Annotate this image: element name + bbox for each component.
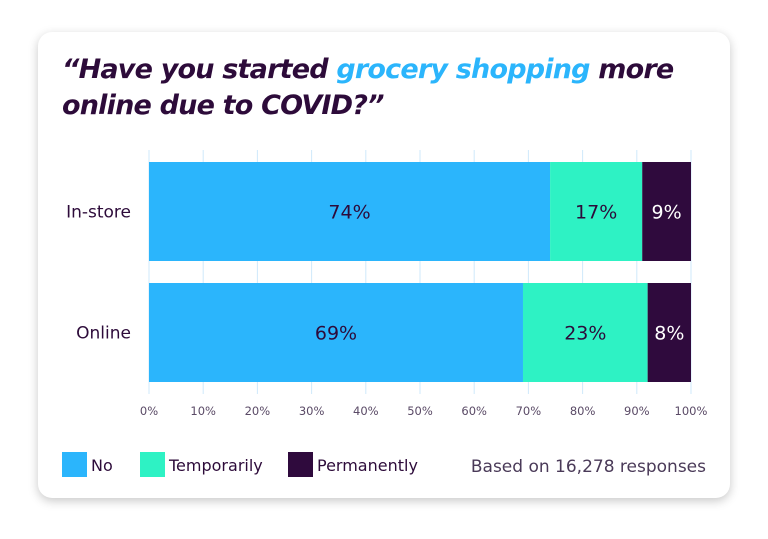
x-tick-label: 100% (675, 404, 708, 418)
x-tick-label: 30% (299, 404, 325, 418)
x-tick-label: 40% (353, 404, 379, 418)
data-label: 17% (575, 202, 617, 224)
responses-note: Based on 16,278 responses (471, 457, 706, 477)
legend-swatch-no (62, 452, 87, 477)
title-part-1: “Have you started (62, 54, 337, 85)
x-tick-label: 70% (516, 404, 542, 418)
data-label: 9% (652, 202, 682, 224)
x-tick-label: 80% (570, 404, 596, 418)
x-tick-label: 60% (461, 404, 487, 418)
x-tick-label: 10% (190, 404, 216, 418)
category-label: Online (76, 324, 131, 344)
x-tick-label: 90% (624, 404, 650, 418)
title-highlight: grocery shopping (336, 54, 590, 85)
data-label: 23% (564, 323, 606, 345)
x-tick-label: 20% (245, 404, 271, 418)
bar-segment-permanently (647, 283, 691, 382)
bar-segment-temporarily (522, 283, 648, 382)
data-label: 69% (315, 323, 357, 345)
category-label: In-store (66, 203, 131, 223)
legend-swatch-permanently (288, 452, 313, 477)
x-tick-label: 0% (140, 404, 158, 418)
legend-swatch-temporarily (140, 452, 165, 477)
bar-segment-permanently (642, 162, 691, 261)
data-label: 8% (654, 323, 684, 345)
bar-segment-temporarily (550, 162, 643, 261)
bar-segment-no (149, 162, 551, 261)
bar-segment-no (149, 283, 523, 382)
data-label: 74% (328, 202, 370, 224)
legend-label: Temporarily (168, 456, 263, 475)
legend-label: No (91, 456, 113, 475)
chart-card (38, 32, 730, 498)
legend-label: Permanently (317, 456, 418, 475)
x-tick-label: 50% (407, 404, 433, 418)
title-part-3: more online due to COVID?” (62, 54, 674, 121)
chart-title: “Have you started grocery shopping more … (62, 52, 722, 124)
